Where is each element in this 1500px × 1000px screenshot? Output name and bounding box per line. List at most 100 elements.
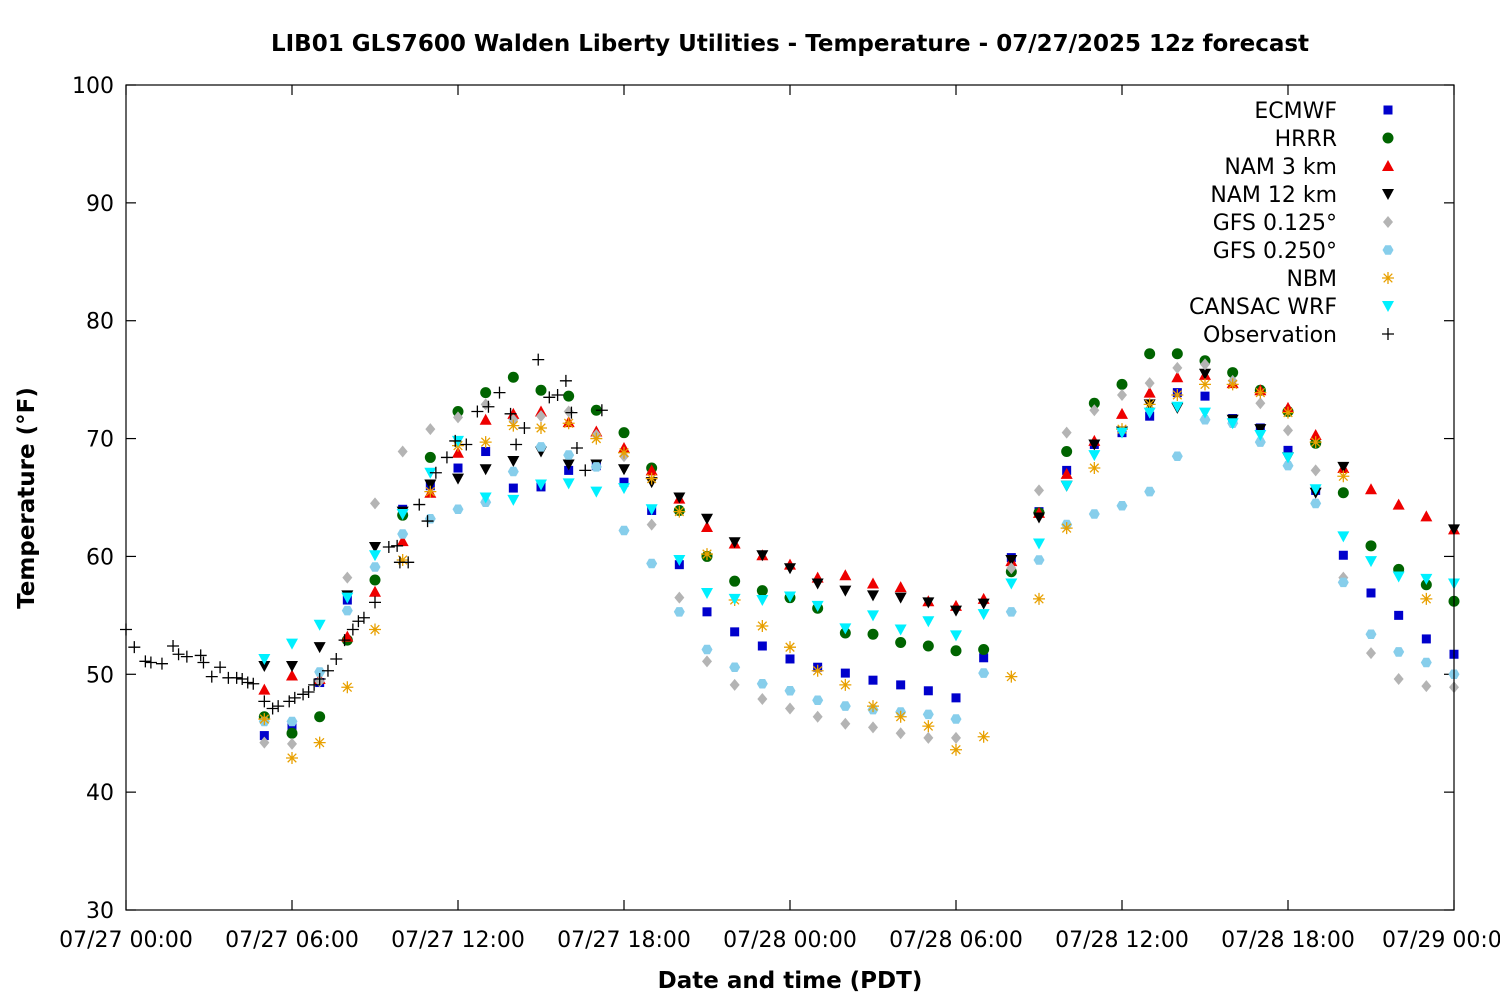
data-point [342, 571, 353, 584]
data-point [1033, 555, 1045, 565]
data-point [1171, 371, 1184, 383]
data-point [1200, 358, 1210, 371]
data-point [756, 550, 769, 562]
data-point [471, 405, 484, 418]
y-tick-label: 40 [86, 781, 114, 806]
data-point [1420, 592, 1433, 605]
x-tick-label: 07/28 00:00 [723, 928, 857, 953]
data-point [330, 652, 343, 665]
data-point [482, 400, 495, 413]
data-point [756, 595, 769, 607]
data-point [508, 483, 518, 493]
data-point [341, 592, 354, 604]
data-point [559, 374, 572, 387]
data-point [1365, 540, 1377, 552]
y-tick-label: 50 [86, 663, 114, 688]
data-point [812, 695, 824, 705]
data-point [894, 624, 907, 636]
data-point [840, 717, 851, 730]
data-point [950, 743, 962, 756]
data-point [894, 592, 907, 604]
data-point [1337, 487, 1349, 499]
data-point [868, 675, 878, 685]
data-point [950, 630, 962, 642]
data-point [302, 685, 315, 698]
data-point [1365, 483, 1377, 495]
data-point [950, 645, 962, 657]
data-point [811, 578, 824, 590]
data-point [619, 477, 629, 487]
data-point [1282, 460, 1294, 471]
data-point [579, 464, 592, 477]
data-point [370, 497, 380, 510]
data-point [1006, 562, 1017, 575]
data-point [369, 542, 381, 553]
data-point [1420, 510, 1433, 522]
data-point [479, 436, 492, 449]
data-point [978, 644, 990, 656]
data-point [729, 575, 741, 587]
data-point [785, 702, 795, 715]
data-point [895, 727, 906, 740]
data-point [673, 607, 685, 617]
data-point [977, 730, 990, 743]
data-point [1338, 550, 1348, 560]
data-point [397, 529, 409, 539]
data-point [811, 664, 824, 677]
data-point [1199, 407, 1211, 419]
data-point [756, 585, 768, 597]
legend-label: Observation [1203, 323, 1337, 348]
data-point [1254, 386, 1267, 399]
data-point [1420, 657, 1432, 668]
data-point [977, 598, 990, 610]
data-point [440, 451, 453, 464]
legend-marker [1382, 189, 1394, 200]
data-point [1116, 378, 1128, 390]
series-observation [120, 353, 608, 715]
data-point [1337, 577, 1349, 588]
legend-label: GFS 0.250° [1213, 239, 1337, 264]
data-point [867, 610, 879, 622]
data-point [479, 464, 492, 476]
legend: ECMWF HRRR NAM 3 km NAM 12 km GFS 0.125° GFS … [1189, 99, 1394, 348]
plot-frame [125, 84, 1455, 911]
data-point [867, 628, 879, 640]
data-point [645, 504, 658, 516]
data-point [1144, 486, 1156, 497]
data-point [730, 627, 740, 637]
data-point [507, 455, 520, 467]
data-point [452, 446, 464, 458]
data-point [391, 539, 404, 552]
data-point [595, 404, 608, 417]
data-point [756, 679, 768, 689]
data-point [1005, 670, 1018, 683]
y-tick-label: 80 [86, 310, 114, 335]
data-point [139, 655, 152, 668]
data-point [896, 680, 906, 690]
data-point [194, 649, 207, 662]
data-point [618, 446, 630, 459]
data-point [535, 384, 547, 396]
data-point [493, 386, 506, 399]
legend-marker [1383, 216, 1393, 228]
data-point [729, 678, 740, 691]
chart-title: LIB01 GLS7600 Walden Liberty Utilities -… [271, 31, 1309, 57]
data-point [479, 413, 492, 425]
data-point [702, 655, 712, 668]
legend-marker [1382, 301, 1394, 312]
data-point [266, 702, 279, 715]
series-cansac-wrf [258, 401, 1460, 665]
data-point [460, 438, 473, 451]
legend-marker [1382, 160, 1394, 171]
data-point [1366, 647, 1376, 660]
data-point [357, 611, 370, 624]
data-point [543, 391, 556, 404]
data-point [1088, 509, 1100, 519]
data-point [618, 483, 630, 495]
data-point [784, 641, 796, 654]
data-point [923, 731, 934, 744]
data-point [180, 650, 193, 663]
data-point [562, 459, 575, 471]
data-point [155, 657, 168, 670]
